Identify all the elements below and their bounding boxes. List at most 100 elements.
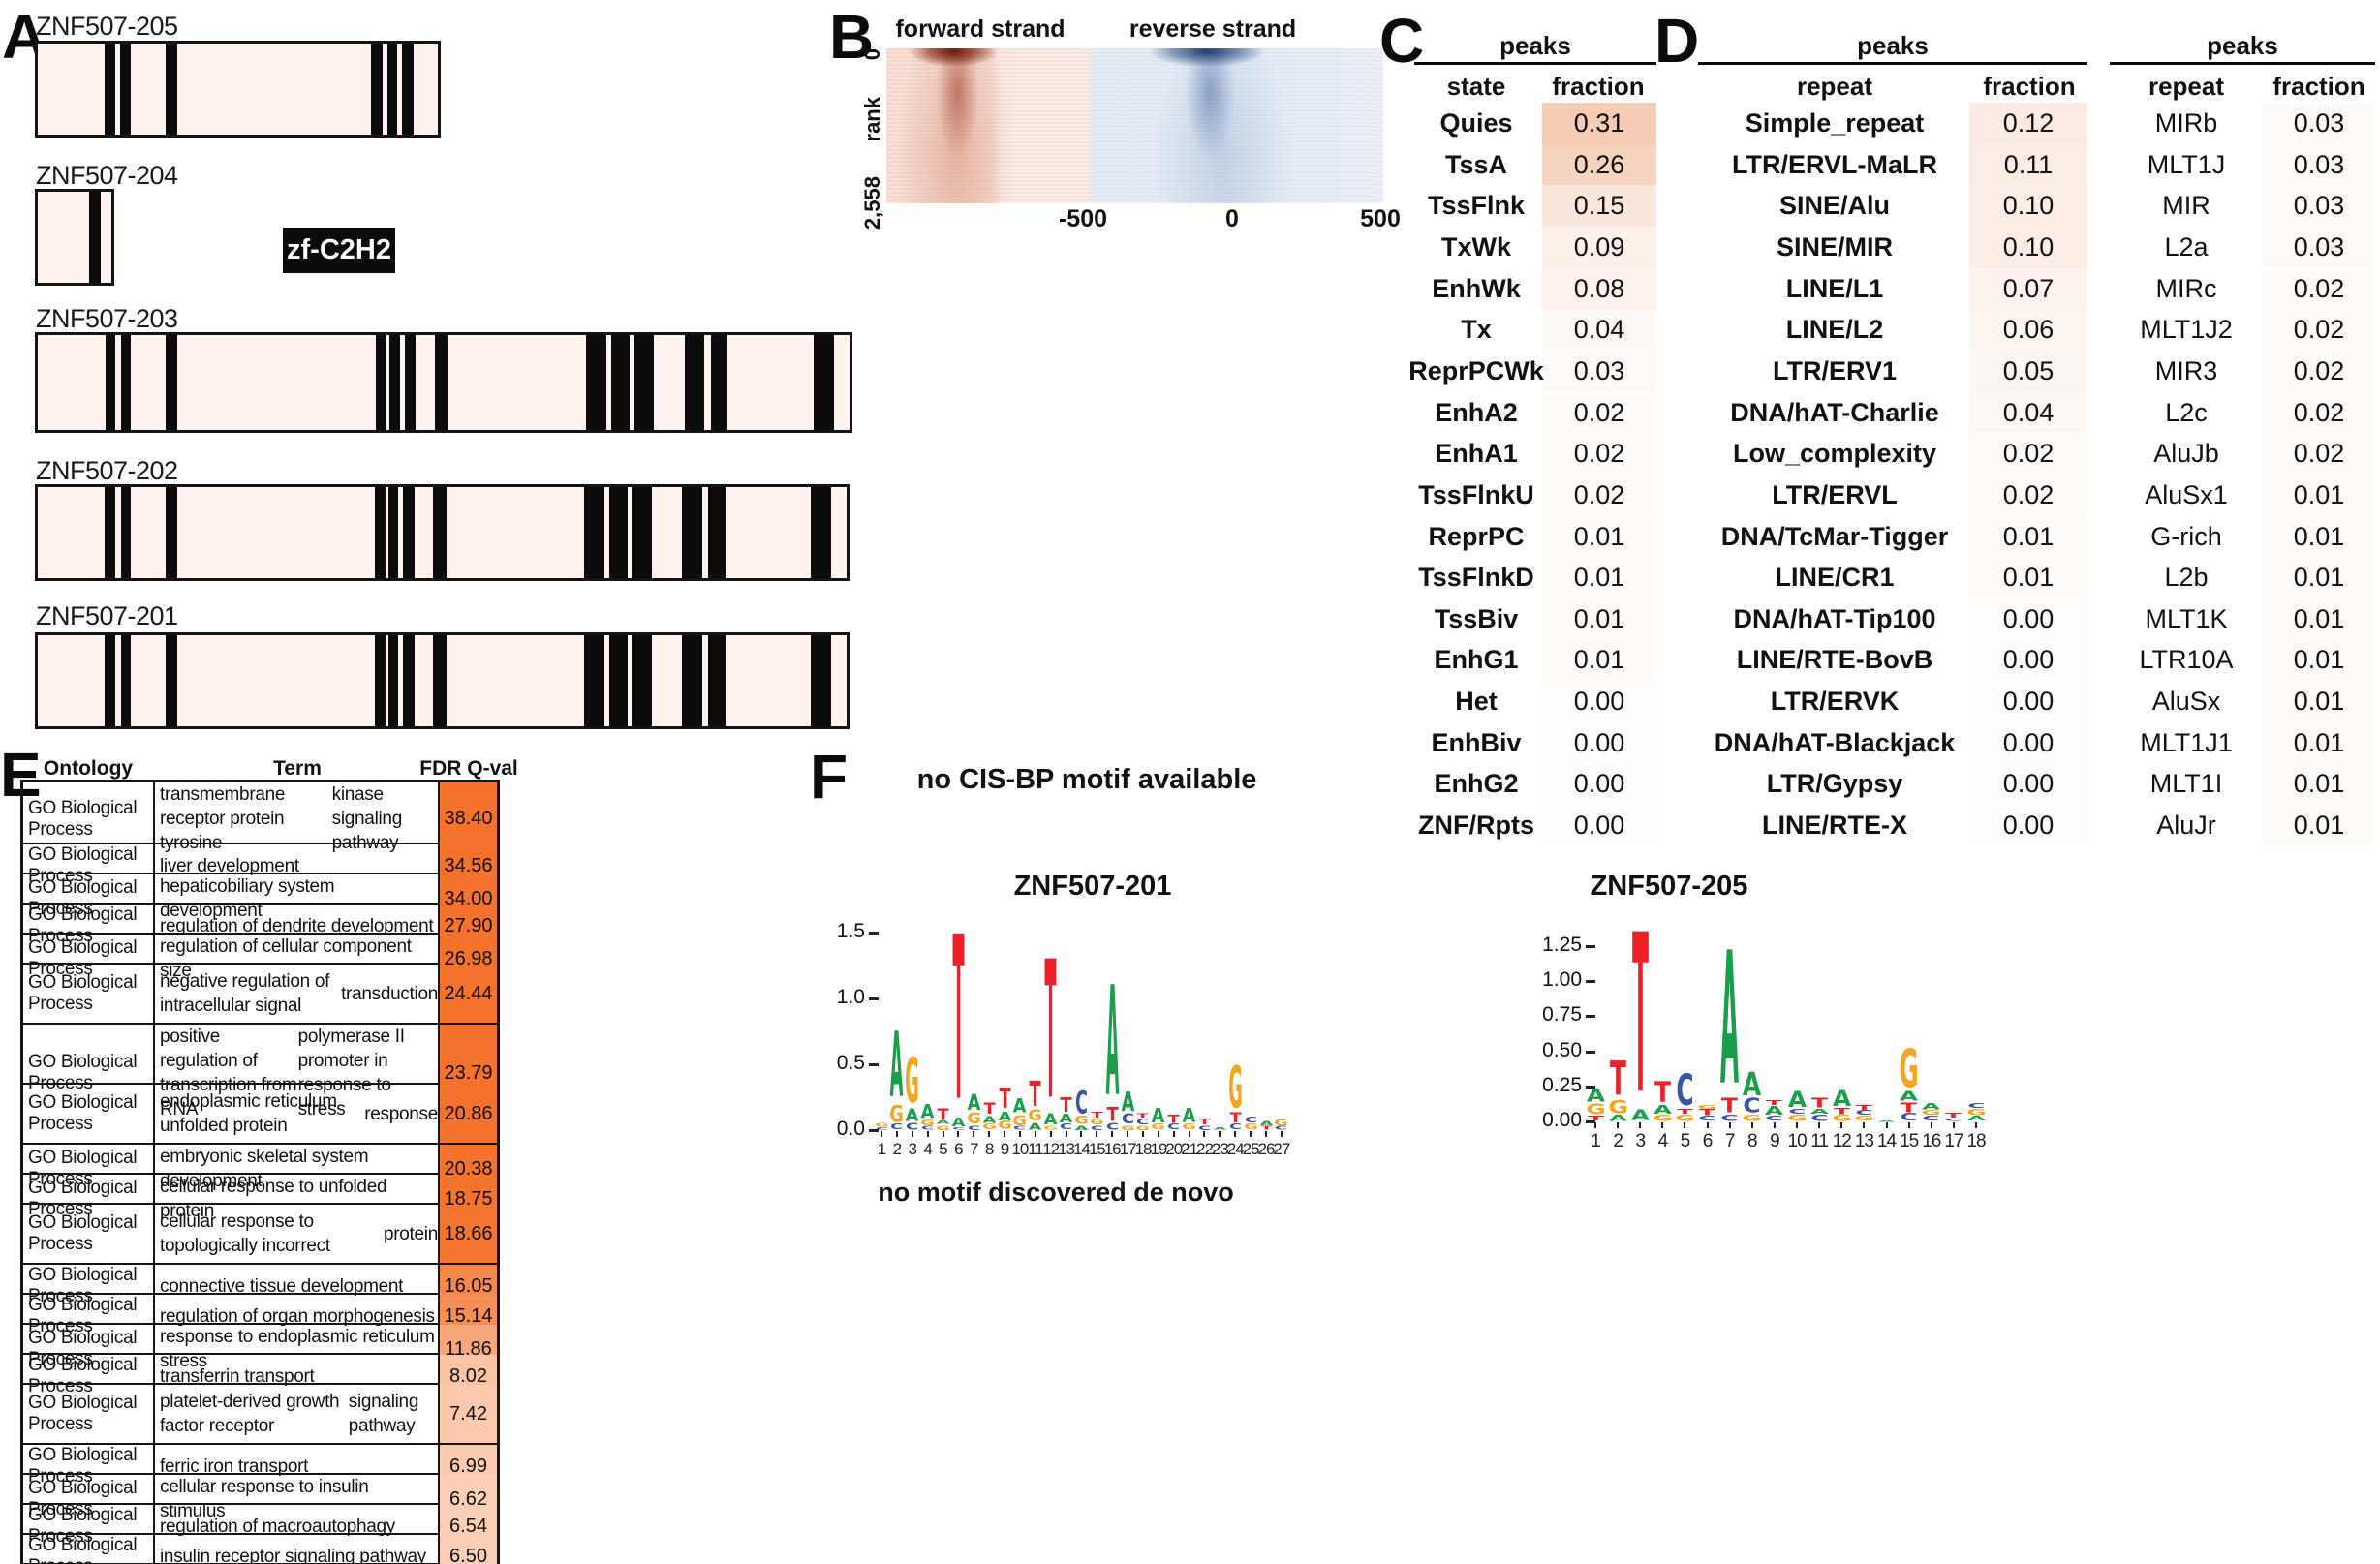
logo-letter-A: A — [1833, 1086, 1852, 1111]
term-cell: transferrin transport — [155, 1355, 440, 1397]
row-fraction: 0.10 — [2002, 231, 2055, 261]
fraction-cell-bg — [1969, 474, 2087, 516]
zf-c2h2-domain-stripe — [121, 635, 132, 726]
svg-text:G: G — [1074, 1115, 1089, 1127]
svg-text:T: T — [1030, 1074, 1041, 1115]
fraction-cell-bg — [1969, 267, 2087, 310]
svg-text:A: A — [1214, 1127, 1227, 1131]
zf-c2h2-domain-stripe — [710, 335, 728, 430]
row-name: Quies — [1439, 108, 1513, 138]
transcript-bar — [35, 632, 850, 729]
zf-c2h2-domain-stripe — [388, 335, 400, 430]
row-name: EnhG2 — [1434, 769, 1519, 799]
zf-c2h2-domain-stripe — [610, 335, 630, 430]
row-name: LINE/RTE-X — [1761, 811, 1907, 841]
logo-letter-T: T — [952, 889, 964, 1151]
fraction-cell-bg — [1542, 805, 1656, 846]
table-row: GO Biological Process transferrin transpo… — [23, 1353, 497, 1397]
logo-xtick-label: 22 — [1196, 1140, 1214, 1158]
fraction-cell-bg — [2262, 103, 2376, 144]
logo-letter-C: C — [1122, 1111, 1134, 1127]
row-fraction: 0.01 — [1573, 521, 1625, 551]
fraction-cell-bg — [1542, 515, 1656, 558]
svg-text:C: C — [1967, 1102, 1985, 1110]
row-fraction: 0.00 — [2002, 769, 2055, 799]
logo-letter-A: A — [982, 1115, 996, 1125]
row-fraction: 0.03 — [2293, 108, 2345, 138]
svg-text:T: T — [1677, 1108, 1694, 1116]
ontology-cell: GO Biological Process — [23, 1145, 155, 1193]
row-fraction: 0.01 — [1573, 563, 1625, 593]
zf-c2h2-domain-stripe — [376, 335, 387, 430]
logo-xtick-dash — [1188, 1131, 1190, 1137]
row-name: Simple_repeat — [1745, 108, 1925, 138]
zf-c2h2-domain-stripe — [105, 487, 116, 578]
logo-letter-C: C — [1967, 1102, 1985, 1110]
logo-xtick-label: 3 — [1635, 1131, 1646, 1151]
svg-text:T: T — [952, 889, 964, 1151]
row-name: DNA/hAT-Charlie — [1730, 397, 1939, 427]
row-name: TssFlnk — [1427, 191, 1526, 221]
table-row: GO Biological Process response to endopla… — [23, 1323, 497, 1373]
fraction-cell-bg — [1969, 309, 2087, 351]
qval-cell: 20.86 — [440, 1085, 497, 1143]
logo-xtick-dash — [1080, 1131, 1083, 1137]
transcript-bar — [35, 332, 852, 433]
logo-xtick-dash — [1018, 1131, 1021, 1137]
term-cell: response to endoplasmic reticulum stress — [155, 1325, 440, 1373]
row-name: LINE/L2 — [1785, 315, 1884, 345]
zf-c2h2-domain-stripe — [375, 635, 386, 726]
logo-letter-T: T — [1137, 1113, 1149, 1119]
logo-letter-T: T — [1045, 921, 1057, 1142]
zf-c2h2-domain-stripe — [682, 487, 702, 578]
svg-text:G: G — [1152, 1122, 1166, 1131]
logo-xtick-label: 13 — [1058, 1140, 1075, 1158]
svg-text:C: C — [1945, 1119, 1963, 1122]
d2-col-repeat: repeat — [2148, 72, 2225, 101]
logo-letter-C: C — [1013, 1125, 1026, 1131]
row-name: Het — [1455, 687, 1498, 717]
transcript-name: ZNF507-204 — [36, 161, 178, 190]
logo-letter-C: C — [1721, 1114, 1739, 1123]
logo-letter-A: A — [1060, 1111, 1073, 1125]
logo-letter-C: C — [921, 1125, 934, 1131]
row-fraction: 0.01 — [1573, 603, 1625, 633]
row-name: ZNF/Rpts — [1418, 811, 1534, 841]
row-fraction: 0.00 — [2002, 687, 2055, 717]
ontology-cell: GO Biological Process — [23, 905, 155, 947]
logo-xtick-label: 10 — [1011, 1140, 1029, 1158]
logo-ytick-dash — [1586, 1085, 1595, 1089]
row-name: LINE/RTE-BovB — [1736, 645, 1933, 675]
logo-letter-G: G — [1043, 1125, 1058, 1131]
zf-c2h2-domain-stripe — [105, 335, 116, 430]
fraction-cell-bg — [1969, 557, 2087, 598]
svg-text:A: A — [1922, 1102, 1941, 1112]
table-row: GO Biological Process ferric iron transpo… — [23, 1443, 497, 1487]
table-row: GO Biological Process platelet-derived gr… — [23, 1383, 497, 1443]
logo-letter-A: A — [967, 1089, 980, 1116]
fraction-cell-bg — [1542, 267, 1656, 310]
row-name: G-rich — [2150, 521, 2222, 551]
svg-text:A: A — [890, 1013, 904, 1118]
logo-letter-G: G — [920, 1119, 935, 1127]
term-cell: embryonic skeletal system development — [155, 1145, 440, 1193]
table-row: GO Biological Process regulation of cellu… — [23, 933, 497, 983]
term-cell: cellular response to unfolded protein — [155, 1175, 440, 1223]
row-name: LTR/Gypsy — [1766, 769, 1903, 799]
row-name: MIRc — [2155, 273, 2217, 303]
svg-text:T: T — [1699, 1108, 1715, 1118]
logo-ytick-dash — [1586, 980, 1595, 983]
row-name: Low_complexity — [1732, 439, 1937, 469]
logo-letter-A: A — [890, 1013, 904, 1118]
svg-text:C: C — [1167, 1122, 1180, 1131]
svg-text:T: T — [1901, 1099, 1917, 1115]
svg-text:G: G — [1787, 1114, 1807, 1123]
row-fraction: 0.03 — [2293, 149, 2345, 179]
svg-text:C: C — [1676, 1067, 1693, 1117]
row-fraction: 0.00 — [2002, 603, 2055, 633]
row-fraction: 0.02 — [1573, 439, 1625, 469]
logo-letter-C: C — [1699, 1115, 1716, 1122]
svg-text:G: G — [936, 1124, 950, 1131]
transcript-name: ZNF507-201 — [36, 601, 178, 630]
term-line: endoplasmic reticulum unfolded protein — [160, 1091, 337, 1136]
